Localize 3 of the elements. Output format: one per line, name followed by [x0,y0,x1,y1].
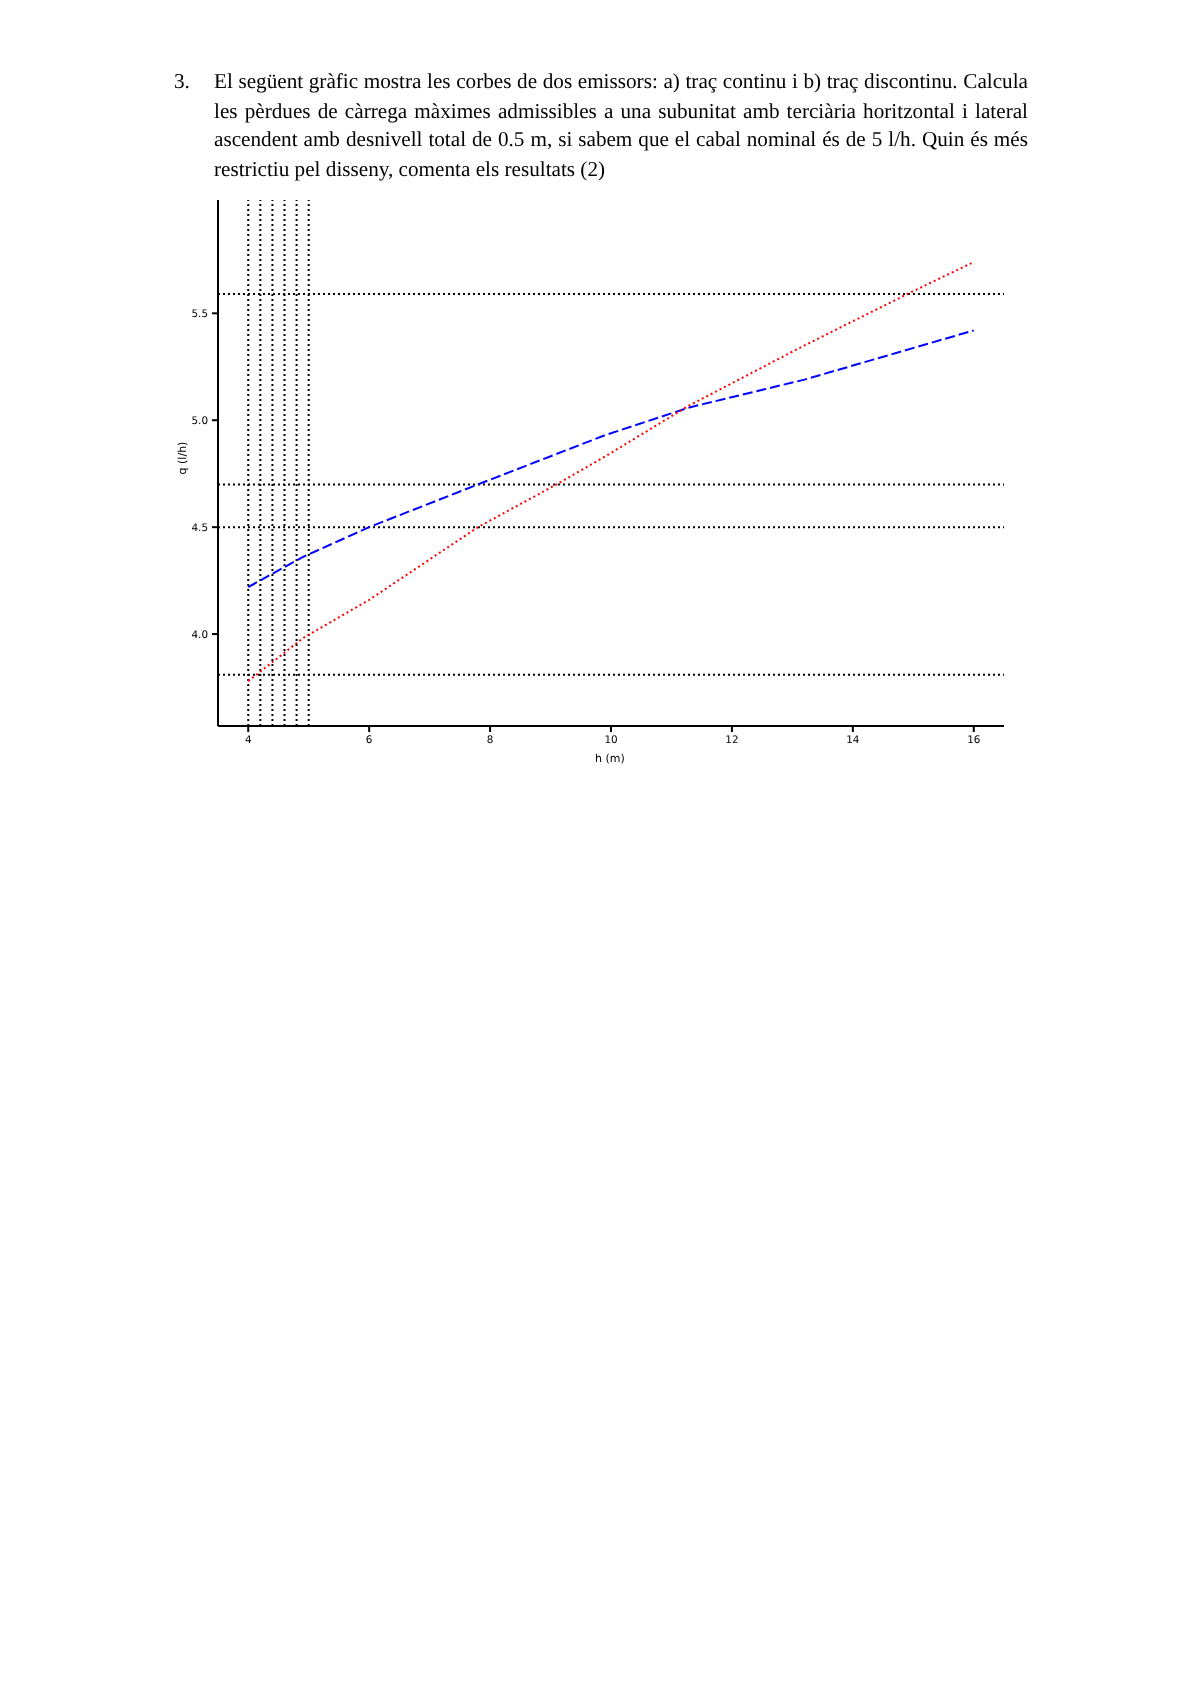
line-series [247,261,975,683]
chart-title: 3. El següent gràfic mostra les corbes de dos emissors: a) traç continu i b) traç discontinu. Calcula les pèrdues de càrrega màximes admissibles a una subunitat amb terciària horitzontal i lateral ascendent amb desnivell total de 0.5 m, si sabem que el cabal nominal és de 5 l/h. Quin és més restrictiu pel disseny, comenta els resultats (2) [174,70,1028,186]
line-series [247,329,975,589]
